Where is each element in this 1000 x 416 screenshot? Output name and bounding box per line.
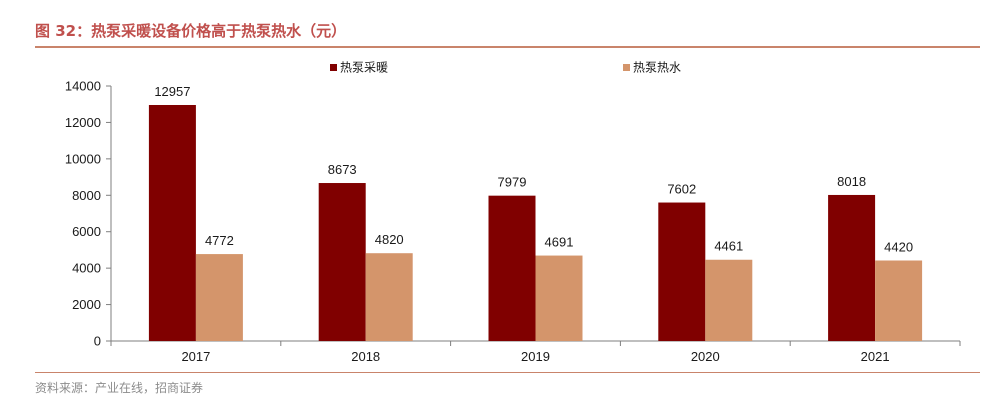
- y-tick-label: 10000: [65, 151, 101, 166]
- data-label: 7602: [667, 182, 696, 197]
- bar-water-2017: [195, 254, 243, 341]
- data-label: 4420: [884, 239, 913, 254]
- bar-water-2018: [365, 253, 413, 341]
- bar-heating-2017: [148, 104, 196, 341]
- chart-title: 图 32：热泵采暖设备价格高于热泵热水（元）: [35, 22, 347, 40]
- y-tick-label: 6000: [72, 224, 101, 239]
- bar-chart: 0 2000 4000 6000 8000 10000 12000 14000 2017 1295…: [65, 61, 961, 364]
- data-label: 4820: [375, 232, 404, 247]
- legend-label: 热泵采暖: [340, 61, 388, 75]
- y-tick-label: 12000: [65, 115, 101, 130]
- y-tick-label: 0: [94, 334, 101, 349]
- x-tick-label: 2017: [181, 349, 210, 364]
- legend-label: 热泵热水: [633, 61, 681, 75]
- legend-swatch: [330, 64, 337, 71]
- y-tick-label: 14000: [65, 79, 101, 94]
- x-tick-label: 2021: [861, 349, 890, 364]
- x-tick-label: 2019: [521, 349, 550, 364]
- bar-heating-2021: [828, 194, 876, 341]
- bar-heating-2018: [318, 183, 366, 341]
- bar-water-2021: [875, 260, 923, 341]
- x-tick-label: 2020: [691, 349, 720, 364]
- data-label: 4772: [205, 233, 234, 248]
- data-label: 4461: [714, 239, 743, 254]
- footer-rule: [35, 372, 980, 373]
- data-label: 4691: [545, 235, 574, 250]
- bar-water-2020: [705, 259, 753, 341]
- legend-swatch: [623, 64, 630, 71]
- y-tick-label: 2000: [72, 297, 101, 312]
- data-label: 8018: [837, 174, 866, 189]
- source-note: 资料来源：产业在线，招商证券: [35, 381, 204, 395]
- bar-heating-2020: [658, 202, 706, 341]
- y-tick-label: 4000: [72, 261, 101, 276]
- bar-heating-2019: [488, 195, 536, 341]
- title-rule: [35, 46, 980, 48]
- y-tick-label: 8000: [72, 188, 101, 203]
- data-label: 12957: [154, 84, 190, 99]
- data-label: 7979: [498, 175, 527, 190]
- x-tick-label: 2018: [351, 349, 380, 364]
- bar-water-2019: [535, 255, 583, 341]
- data-label: 8673: [328, 162, 357, 177]
